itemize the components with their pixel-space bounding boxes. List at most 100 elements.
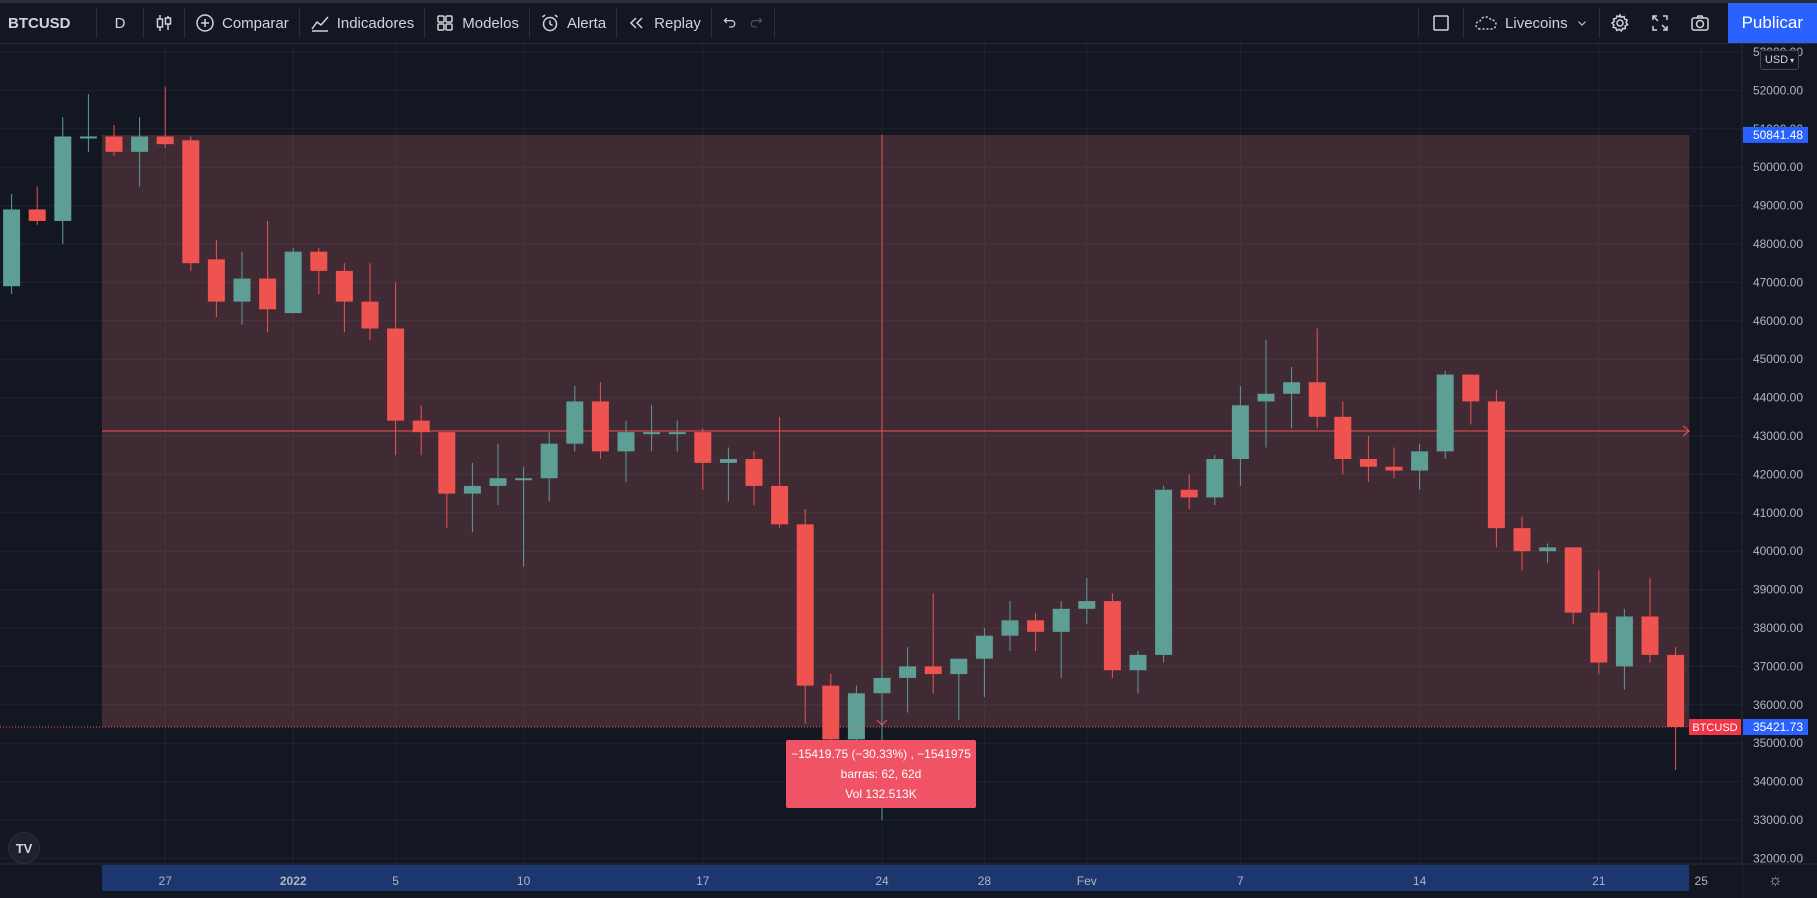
alert-button[interactable]: Alerta <box>530 1 616 45</box>
indicators-icon <box>311 16 329 32</box>
chart-type-button[interactable] <box>144 1 184 45</box>
candle <box>1129 651 1147 694</box>
indicators-label: Indicadores <box>336 14 415 32</box>
candle <box>1487 389 1505 548</box>
candle <box>566 386 584 452</box>
candle <box>54 117 72 244</box>
time-tick-label: 10 <box>517 874 531 888</box>
candle <box>310 247 328 294</box>
candle <box>335 263 353 333</box>
redo-button[interactable] <box>748 1 774 45</box>
fullscreen-icon <box>1651 15 1668 31</box>
price-tick-label: 33000.00 <box>1753 813 1803 827</box>
plus-circle-icon <box>196 14 214 32</box>
candle-body <box>284 251 302 314</box>
candlestick-icon <box>156 15 172 31</box>
sun-settings-icon[interactable]: ☼ <box>1768 872 1783 889</box>
measure-price-label-bg <box>1743 126 1808 143</box>
candle <box>540 432 558 502</box>
candle <box>515 466 533 567</box>
time-tick-label: 2022 <box>280 874 307 888</box>
tradingview-logo[interactable]: TV <box>8 832 40 864</box>
redo-icon <box>750 17 763 28</box>
settings-button[interactable] <box>1600 1 1640 45</box>
symbol-search-button[interactable]: BTCUSD <box>0 1 96 45</box>
indicators-button[interactable]: Indicadores <box>300 1 425 45</box>
fullscreen-button[interactable] <box>1640 1 1680 45</box>
candle-body <box>207 259 225 302</box>
data-source-label: Livecoins <box>1505 14 1568 32</box>
camera-icon <box>1690 15 1709 31</box>
price-tick-label: 45000.00 <box>1753 352 1803 366</box>
candle-body <box>719 459 737 463</box>
candle-body <box>1615 616 1633 667</box>
candle-body <box>1564 547 1582 613</box>
candle <box>284 247 302 314</box>
templates-button[interactable]: Modelos <box>425 1 529 45</box>
time-tick-label: Fev <box>1077 874 1097 888</box>
toolbar-divider <box>1418 8 1420 38</box>
candle-body <box>873 677 891 694</box>
data-source-button[interactable]: Livecoins <box>1464 1 1599 45</box>
candle-body <box>412 420 430 433</box>
candle <box>1052 601 1070 678</box>
candle <box>1027 612 1045 652</box>
measure-bars-text: barras: 62, 62d <box>840 767 922 781</box>
compare-button[interactable]: Comparar <box>185 1 299 45</box>
candle <box>1257 340 1275 448</box>
time-tick-label: 14 <box>1413 874 1427 888</box>
time-tick-label: 25 <box>1695 874 1709 888</box>
candle-body <box>1667 654 1685 728</box>
snapshot-button[interactable] <box>1680 1 1720 45</box>
candle-body <box>1513 528 1531 552</box>
time-tick-label: 24 <box>875 874 889 888</box>
symbol-price-tag: BTCUSD <box>1692 722 1737 734</box>
candle-body <box>847 693 865 740</box>
candle-body <box>28 209 46 221</box>
candle-body <box>463 485 481 494</box>
undo-button[interactable] <box>712 1 748 45</box>
candle-body <box>950 658 968 675</box>
candle <box>1231 386 1249 486</box>
currency-selector[interactable]: USD ▾ <box>1760 50 1799 70</box>
measure-volume-text: Vol 132.513K <box>845 787 917 801</box>
candle-body <box>540 443 558 479</box>
price-tick-label: 40000.00 <box>1753 544 1803 558</box>
last-price-label: 35421.73 <box>1753 720 1803 734</box>
price-tick-label: 36000.00 <box>1753 698 1803 712</box>
replay-button[interactable]: Replay <box>617 1 711 45</box>
price-axis[interactable]: 32000.00 33000.00 34000.00 35000.00 36000.00… <box>1741 44 1817 898</box>
candle-body <box>335 270 353 302</box>
candle <box>1641 578 1659 663</box>
candle-body <box>1487 401 1505 529</box>
measure-tool[interactable] <box>102 134 1690 728</box>
candle <box>412 405 430 456</box>
interval-button[interactable]: D <box>97 1 143 45</box>
toolbar-divider <box>184 8 185 38</box>
candle <box>1334 401 1352 475</box>
candle <box>1155 485 1173 663</box>
candle <box>1078 578 1096 625</box>
candle <box>79 94 97 152</box>
time-axis[interactable]: 27 2022 5 10 17 24 28 Fev 7 14 21 25 <box>0 863 1817 898</box>
chart-overlay: BTCUSD <box>0 719 1742 736</box>
price-tick-label: 52000.00 <box>1753 83 1803 97</box>
layout-button[interactable] <box>1419 1 1463 45</box>
toolbar-divider <box>528 8 530 38</box>
candle <box>1385 447 1403 479</box>
square-layout-icon <box>1433 15 1449 31</box>
toolbar-divider <box>773 8 775 38</box>
price-tick-label: 41000.00 <box>1753 506 1803 520</box>
candle <box>899 647 917 713</box>
gear-icon <box>1610 13 1629 33</box>
measure-info-box: −15419.75 (−30.33%) , −1541975 barras: 6… <box>786 740 976 808</box>
price-tick-label: 46000.00 <box>1753 314 1803 328</box>
publish-button[interactable]: Publicar <box>1727 3 1817 43</box>
toolbar-divider <box>298 8 300 38</box>
candle <box>796 508 814 724</box>
candle <box>924 593 942 694</box>
candle <box>1615 608 1633 690</box>
alarm-clock-icon <box>541 14 558 32</box>
candle-body <box>1436 374 1454 452</box>
candle-body <box>1539 547 1557 552</box>
